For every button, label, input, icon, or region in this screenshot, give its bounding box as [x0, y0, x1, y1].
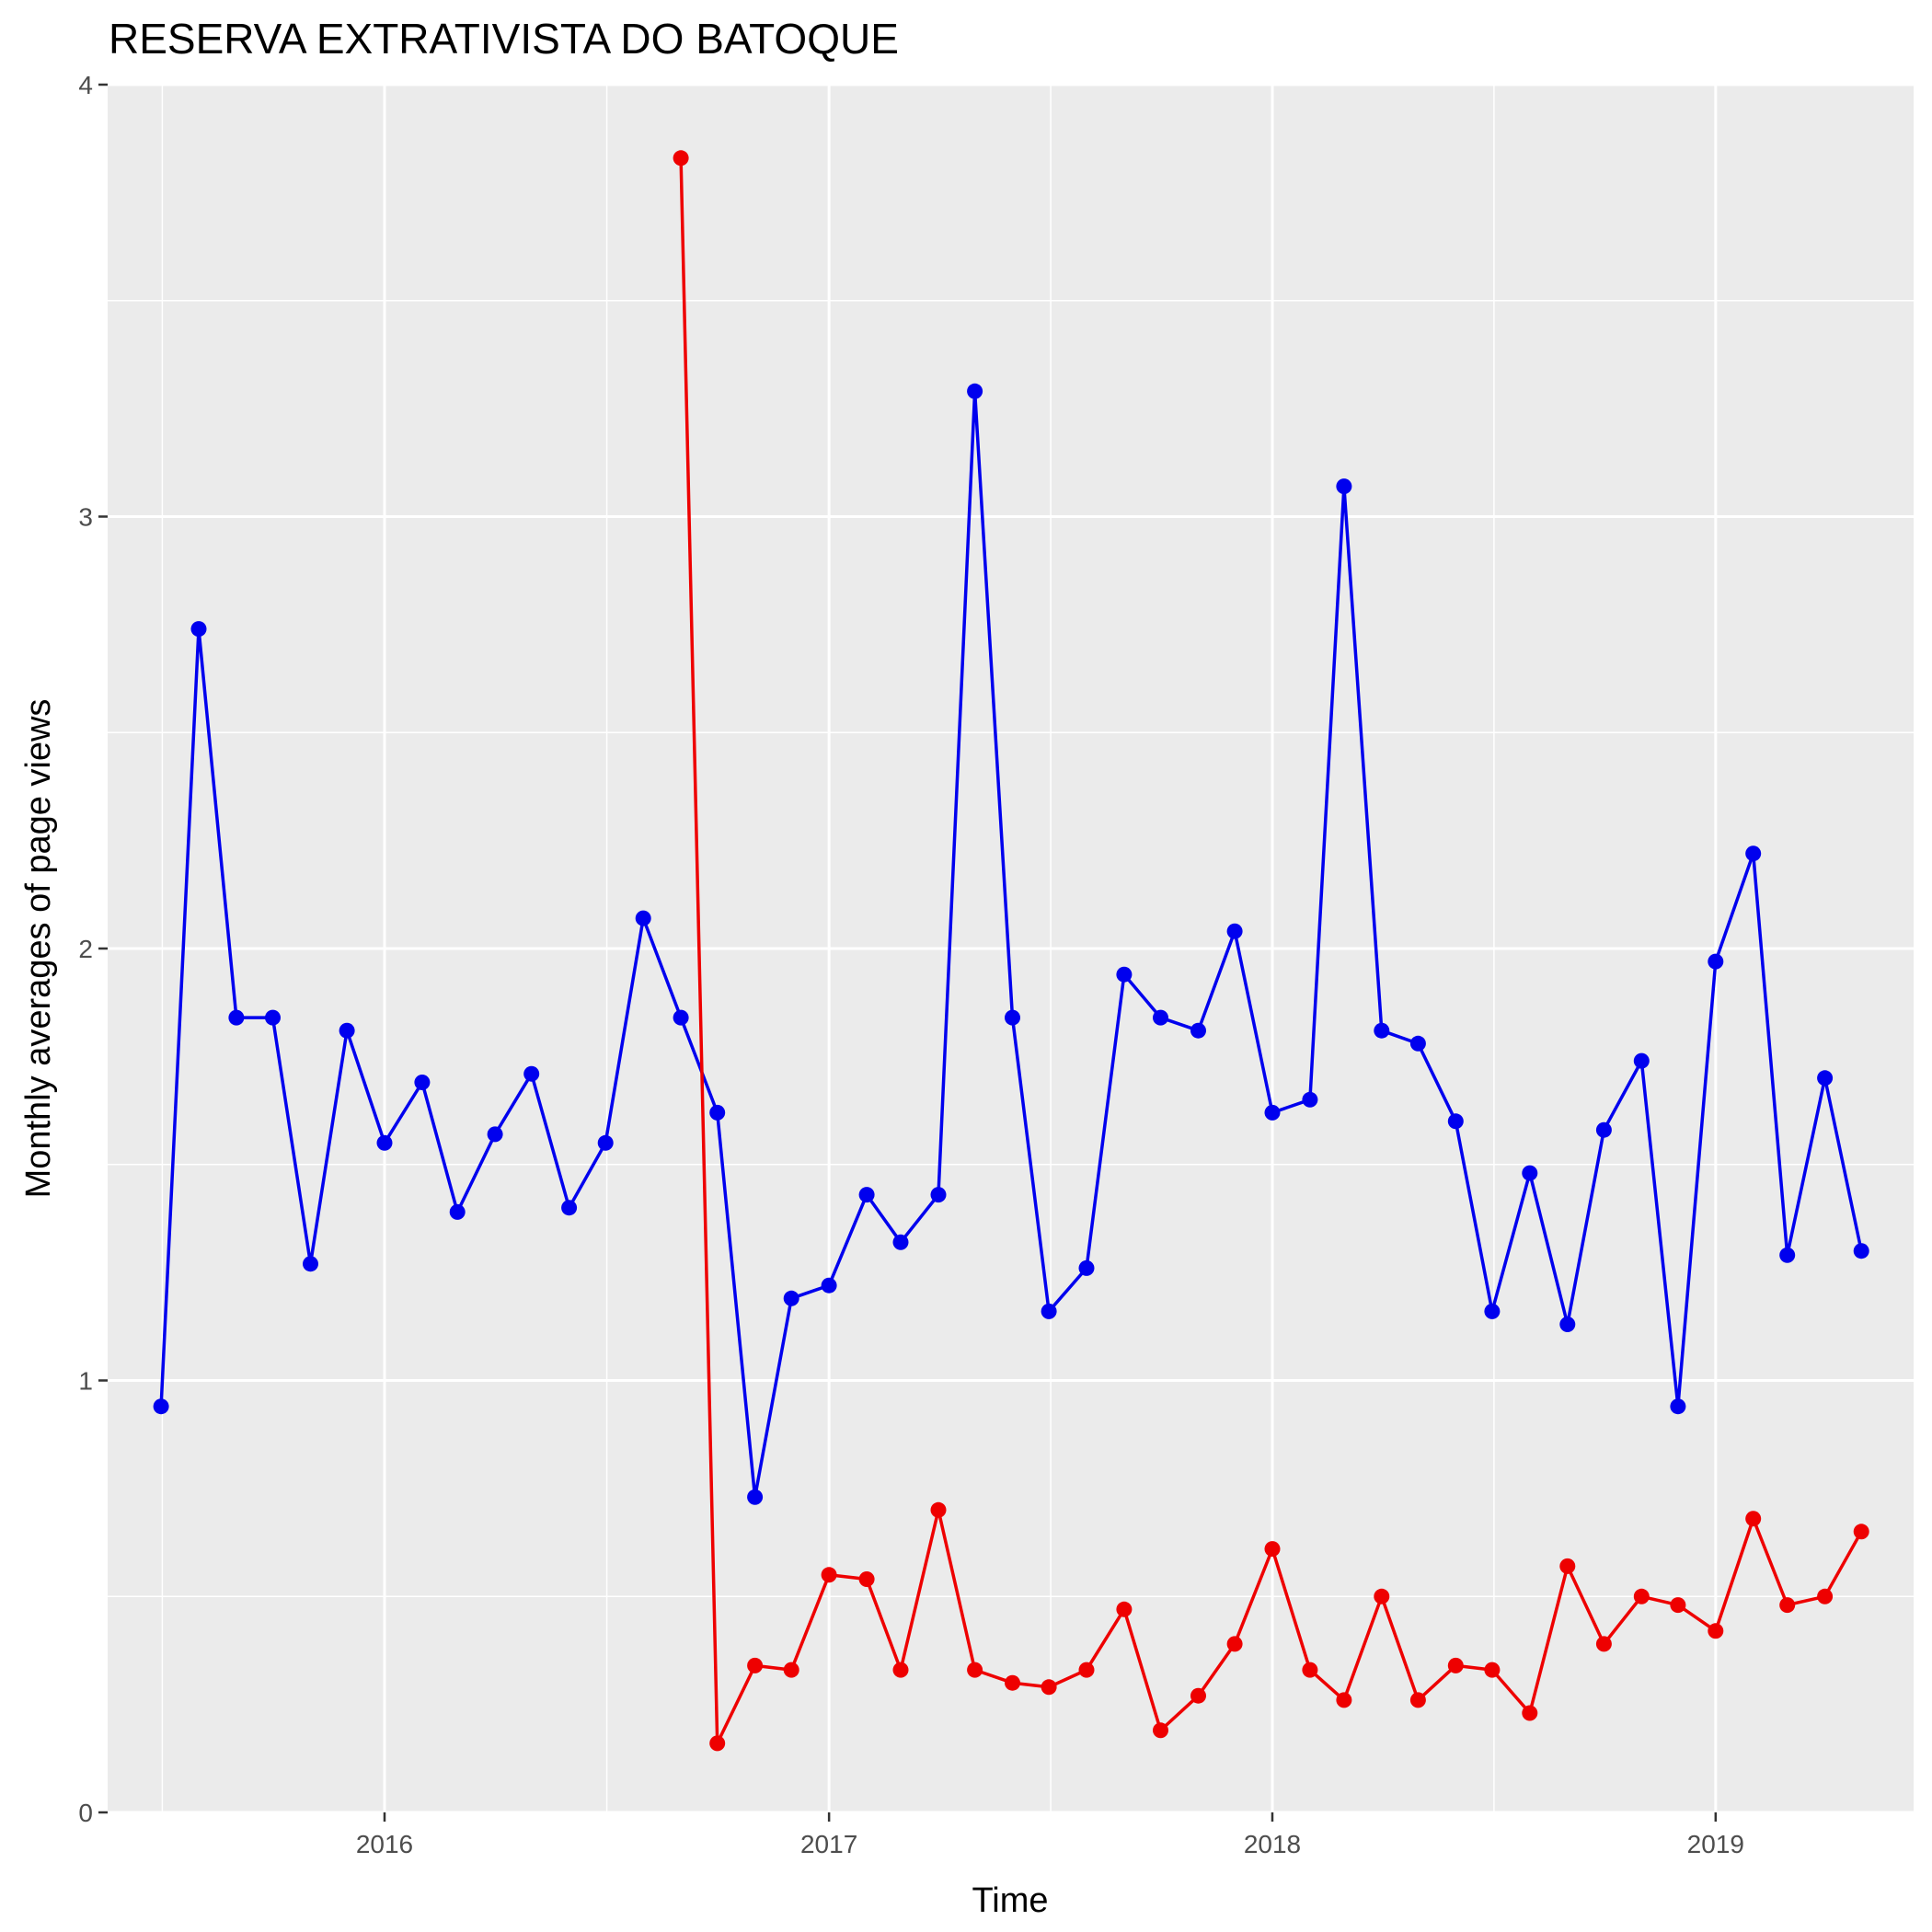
data-point	[1409, 1692, 1426, 1708]
y-tick-label: 0	[78, 1799, 93, 1827]
data-point	[783, 1662, 799, 1678]
data-point	[1633, 1052, 1650, 1069]
data-point	[858, 1571, 875, 1587]
data-point	[1484, 1303, 1501, 1319]
data-point	[228, 1009, 245, 1026]
data-point	[1078, 1662, 1095, 1678]
data-point	[1595, 1121, 1612, 1138]
data-point	[303, 1256, 318, 1272]
data-point	[709, 1735, 726, 1752]
data-point	[265, 1009, 281, 1026]
data-point	[1226, 923, 1243, 939]
data-point	[635, 910, 651, 926]
y-tick-label: 3	[78, 503, 93, 532]
series-layer	[153, 150, 1869, 1752]
data-point	[1374, 1022, 1390, 1039]
data-point	[821, 1567, 837, 1583]
data-point	[376, 1134, 393, 1151]
data-point	[1190, 1022, 1206, 1039]
data-point	[1817, 1070, 1834, 1087]
data-point	[1116, 1601, 1133, 1617]
data-point	[1409, 1035, 1426, 1052]
data-point	[1041, 1303, 1057, 1319]
data-point	[1374, 1588, 1390, 1604]
data-point	[449, 1203, 466, 1220]
data-point	[1302, 1662, 1318, 1678]
data-point	[892, 1662, 909, 1678]
data-point	[414, 1075, 431, 1090]
data-point	[523, 1065, 540, 1082]
x-tick-label: 2019	[1687, 1830, 1744, 1858]
data-point	[1708, 953, 1724, 970]
data-point	[1116, 966, 1133, 983]
data-point	[673, 1009, 689, 1026]
data-point	[1336, 1692, 1352, 1708]
data-point	[1336, 478, 1352, 495]
data-point	[747, 1657, 764, 1673]
data-point	[892, 1234, 909, 1250]
y-tick-label: 1	[78, 1367, 93, 1396]
data-point	[1302, 1091, 1318, 1108]
data-point	[153, 1398, 169, 1415]
data-point	[1853, 1524, 1869, 1540]
data-point	[1522, 1165, 1538, 1181]
data-point	[1005, 1009, 1020, 1026]
data-point	[190, 621, 207, 638]
chart-title: RESERVA EXTRATIVISTA DO BATOQUE	[109, 15, 899, 63]
data-point	[673, 150, 689, 167]
data-point	[709, 1104, 726, 1121]
data-point	[1153, 1722, 1168, 1739]
data-point	[1670, 1398, 1686, 1415]
y-axis: 0 1 2 3 4	[78, 71, 108, 1827]
data-point	[858, 1187, 875, 1203]
data-point	[747, 1489, 764, 1505]
data-point	[930, 1501, 947, 1518]
data-point	[967, 1662, 983, 1678]
data-point	[1633, 1588, 1650, 1604]
data-point	[1817, 1588, 1834, 1604]
major-gridlines	[108, 83, 1914, 1814]
data-point	[1595, 1636, 1612, 1652]
data-point	[1226, 1636, 1243, 1652]
x-tick-label: 2018	[1244, 1830, 1301, 1858]
data-point	[1447, 1657, 1464, 1673]
y-tick-label: 2	[78, 935, 93, 963]
series-1	[153, 383, 1869, 1505]
series-2	[673, 150, 1869, 1752]
x-tick-label: 2017	[800, 1830, 857, 1858]
data-point	[1522, 1705, 1538, 1721]
data-point	[1190, 1687, 1206, 1704]
data-point	[1670, 1597, 1686, 1614]
data-point	[1484, 1662, 1501, 1678]
data-point	[1153, 1009, 1168, 1026]
data-point	[783, 1290, 799, 1306]
data-point	[821, 1277, 837, 1294]
data-point	[1005, 1674, 1020, 1691]
data-point	[1447, 1113, 1464, 1130]
data-point	[1779, 1597, 1796, 1614]
x-tick-label: 2016	[356, 1830, 413, 1858]
x-axis-title: Time	[972, 1881, 1048, 1920]
data-point	[930, 1187, 947, 1203]
data-point	[1745, 845, 1762, 862]
data-point	[561, 1200, 578, 1216]
data-point	[1708, 1623, 1724, 1639]
data-point	[967, 383, 983, 399]
data-point	[1264, 1104, 1281, 1121]
data-point	[1779, 1247, 1796, 1263]
data-point	[1078, 1259, 1095, 1276]
data-point	[597, 1134, 614, 1151]
data-point	[339, 1022, 355, 1039]
y-axis-title: Monthly averages of page views	[19, 699, 58, 1199]
data-point	[1745, 1511, 1762, 1527]
data-point	[1559, 1317, 1576, 1332]
y-tick-label: 4	[78, 71, 93, 99]
x-axis: 2016 2017 2018 2019	[356, 1812, 1744, 1858]
data-point	[1559, 1558, 1576, 1574]
data-point	[1853, 1243, 1869, 1259]
data-point	[1041, 1679, 1057, 1696]
data-point	[1264, 1541, 1281, 1558]
data-point	[487, 1126, 503, 1143]
